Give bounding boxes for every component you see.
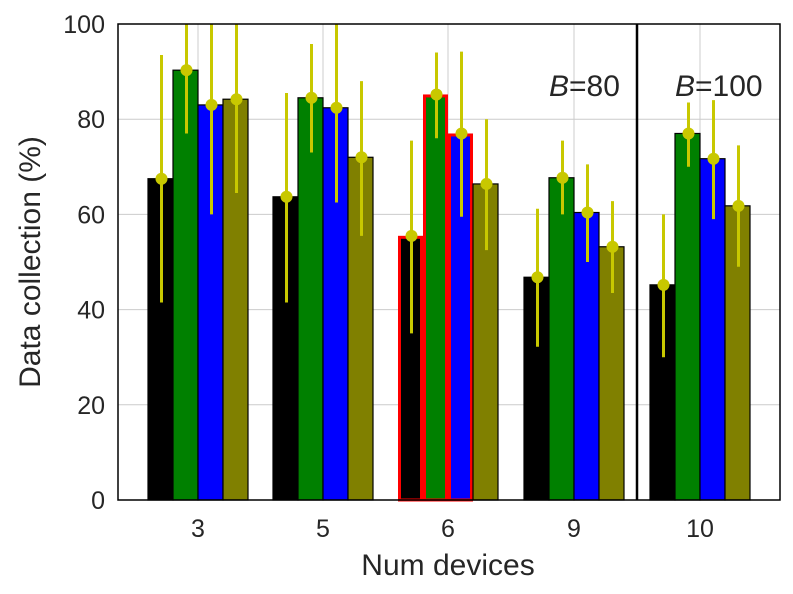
- error-point-series-1-3: [155, 172, 168, 185]
- y-axis-title: Data collection (%): [14, 136, 47, 388]
- error-point-series-4-9: [606, 240, 619, 253]
- error-point-series-3-6: [455, 127, 468, 140]
- x-tick-labels: 3 5 6 9 10: [191, 515, 714, 543]
- error-point-series-1-6: [405, 229, 418, 242]
- x-axis-title: Num devices: [361, 549, 534, 582]
- bar-series-2-10: [674, 132, 701, 501]
- plot-frame: [117, 23, 781, 501]
- error-point-series-4-5: [355, 151, 368, 164]
- budget-label-100-value: =100: [695, 70, 763, 103]
- y-tick-label: 40: [77, 297, 105, 325]
- bar-series-2-6: [423, 94, 448, 502]
- budget-label-80-symbol: B: [549, 70, 569, 103]
- error-point-series-2-6: [430, 88, 443, 101]
- budget-label-80-value: =80: [569, 70, 620, 103]
- bar-series-2-3: [172, 69, 199, 501]
- y-tick-label: 20: [77, 392, 105, 420]
- x-tick-label: 6: [441, 515, 455, 543]
- y-tick-label: 0: [91, 487, 105, 515]
- error-point-series-3-9: [581, 206, 594, 219]
- error-point-series-1-10: [657, 278, 670, 291]
- y-tick-label: 100: [63, 11, 105, 39]
- error-point-series-4-3: [230, 93, 243, 106]
- error-point-series-3-3: [205, 98, 218, 111]
- error-point-series-4-10: [732, 199, 745, 212]
- bar-series-2-5: [297, 97, 324, 501]
- budget-label-80: B=80: [549, 70, 620, 103]
- error-point-series-2-9: [556, 171, 569, 184]
- y-tick-label: 80: [77, 106, 105, 134]
- error-bars-group: [155, 24, 745, 358]
- error-point-series-2-10: [682, 127, 695, 140]
- budget-label-100: B=100: [675, 70, 763, 103]
- budget-label-100-symbol: B: [675, 70, 695, 103]
- x-tick-label: 10: [686, 515, 714, 543]
- error-point-series-1-5: [280, 190, 293, 203]
- y-tick-labels: 0 20 40 60 80 100: [63, 11, 105, 515]
- x-tick-label: 3: [191, 515, 205, 543]
- y-tick-label: 60: [77, 201, 105, 229]
- x-tick-label: 9: [567, 515, 581, 543]
- error-point-series-2-5: [305, 91, 318, 104]
- bar-series-2-9: [548, 177, 575, 501]
- error-point-series-4-6: [480, 177, 493, 190]
- error-point-series-3-10: [707, 152, 720, 165]
- error-point-series-2-3: [180, 64, 193, 77]
- error-point-series-1-9: [531, 271, 544, 284]
- x-tick-label: 5: [316, 515, 330, 543]
- error-point-series-3-5: [330, 101, 343, 114]
